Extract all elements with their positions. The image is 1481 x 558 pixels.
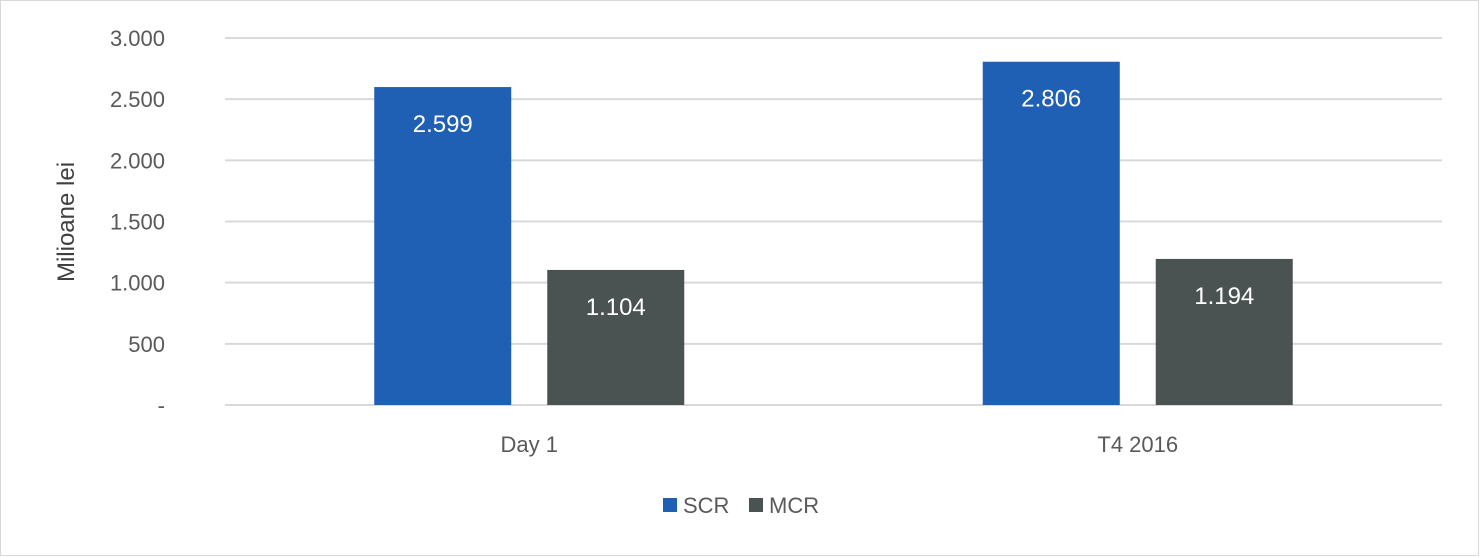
bar-mcr-1	[1155, 258, 1293, 405]
bar-mcr-0	[547, 269, 685, 405]
y-tick-label-2: 1.000	[110, 271, 165, 296]
legend-swatch-scr	[663, 498, 677, 512]
bar-scr-1	[982, 61, 1120, 405]
y-tick-label-6: 3.000	[110, 26, 165, 51]
data-labels: 2.599 1.104 2.806 1.194	[413, 86, 1255, 321]
y-tick-labels: - 500 1.000 1.500 2.000 2.500 3.000	[110, 26, 165, 418]
y-tick-label-1: 500	[128, 332, 165, 357]
y-tick-label-5: 2.500	[110, 87, 165, 112]
data-label-mcr-1: 1.194	[1194, 283, 1254, 310]
data-label-scr-0: 2.599	[413, 111, 473, 138]
data-label-scr-1: 2.806	[1021, 86, 1081, 113]
y-tick-label-4: 2.000	[110, 148, 165, 173]
x-tick-label-0: Day 1	[501, 432, 558, 457]
legend-swatch-mcr	[749, 498, 763, 512]
legend-label-mcr: MCR	[769, 493, 819, 518]
legend: SCR MCR	[663, 493, 819, 518]
y-axis-title: Milioane lei	[53, 162, 80, 282]
bars	[374, 61, 1293, 405]
bar-scr-0	[374, 87, 512, 405]
x-tick-label-1: T4 2016	[1097, 432, 1178, 457]
legend-label-scr: SCR	[683, 493, 729, 518]
y-tick-label-0: -	[158, 393, 165, 418]
data-label-mcr-0: 1.104	[586, 294, 646, 321]
x-tick-labels: Day 1 T4 2016	[501, 432, 1179, 457]
y-tick-label-3: 1.500	[110, 210, 165, 235]
